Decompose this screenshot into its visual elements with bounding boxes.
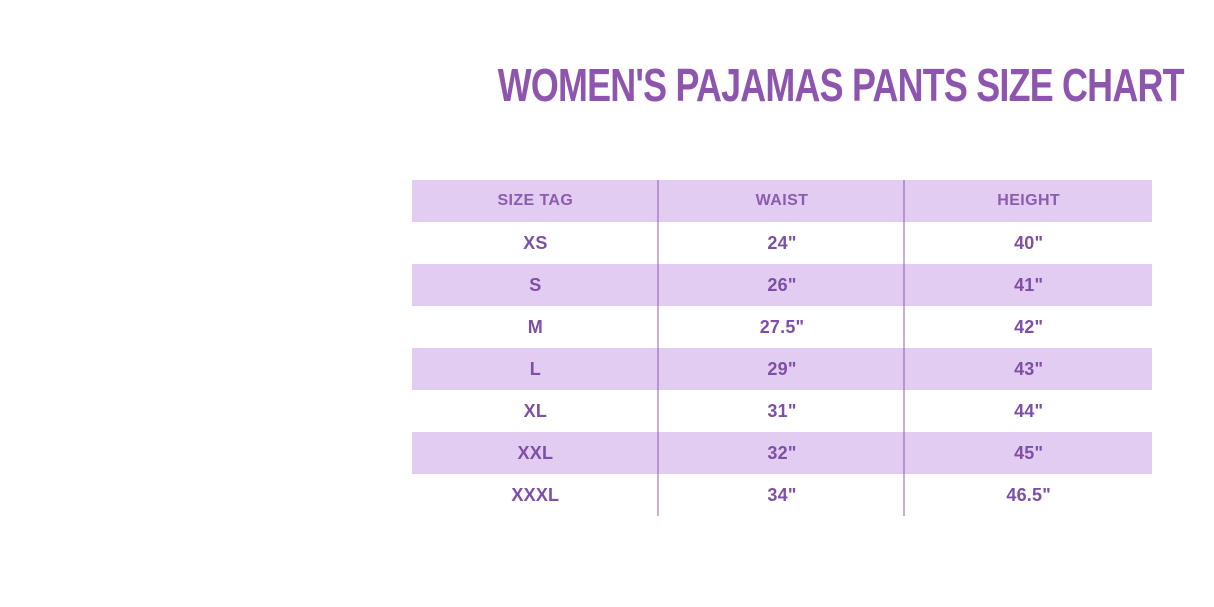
size-table: SIZE TAG WAIST HEIGHT XS 24" 40" S 26" 4… bbox=[412, 180, 1152, 516]
table-row: XS 24" 40" bbox=[412, 222, 1152, 264]
cell-size: XXXL bbox=[511, 484, 560, 505]
cell-size: S bbox=[529, 274, 542, 295]
cell-height: 43" bbox=[1014, 358, 1044, 379]
cell-waist: 34" bbox=[767, 484, 797, 505]
table-row: XXXL 34" 46.5" bbox=[412, 474, 1152, 516]
cell-waist: 24" bbox=[767, 232, 797, 253]
cell-height: 45" bbox=[1014, 442, 1044, 463]
cell-height: 40" bbox=[1014, 232, 1044, 253]
cell-waist: 27.5" bbox=[759, 316, 805, 337]
page-title: WOMEN'S PAJAMAS PANTS SIZE CHART bbox=[497, 59, 1185, 111]
table-row: M 27.5" 42" bbox=[412, 306, 1152, 348]
header-row: SIZE TAG WAIST HEIGHT bbox=[412, 180, 1152, 222]
cell-waist: 26" bbox=[767, 274, 797, 295]
cell-height: 46.5" bbox=[1006, 484, 1051, 505]
cell-height: 41" bbox=[1014, 274, 1044, 295]
header-cell-height: HEIGHT bbox=[997, 192, 1061, 209]
cell-height: 42" bbox=[1014, 316, 1044, 337]
cell-size: XS bbox=[523, 232, 548, 253]
cell-size: M bbox=[527, 316, 543, 337]
cell-waist: 31" bbox=[767, 400, 797, 421]
cell-waist: 32" bbox=[767, 442, 797, 463]
cell-size: XXL bbox=[517, 442, 554, 463]
header-cell-waist: WAIST bbox=[755, 192, 809, 209]
cell-waist: 29" bbox=[767, 358, 797, 379]
table-row: XL 31" 44" bbox=[412, 390, 1152, 432]
table-row: S 26" 41" bbox=[412, 264, 1152, 306]
cell-height: 44" bbox=[1014, 400, 1044, 421]
header-cell-size-tag: SIZE TAG bbox=[497, 192, 574, 209]
table-row: XXL 32" 45" bbox=[412, 432, 1152, 474]
table-row: L 29" 43" bbox=[412, 348, 1152, 390]
cell-size: XL bbox=[523, 400, 548, 421]
cell-size: L bbox=[529, 358, 541, 379]
